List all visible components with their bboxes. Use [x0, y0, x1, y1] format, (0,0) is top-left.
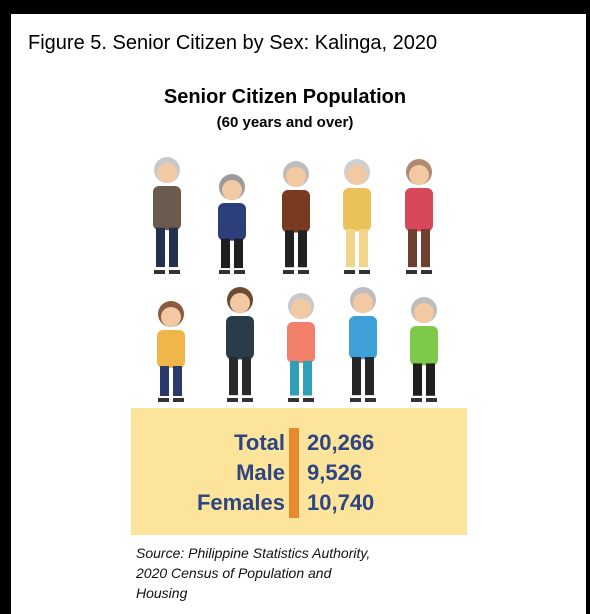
shoe — [411, 398, 422, 402]
leg — [298, 230, 307, 268]
head — [347, 165, 367, 185]
torso — [226, 316, 254, 360]
leg — [352, 357, 361, 396]
shoe — [173, 398, 184, 402]
head — [291, 299, 311, 319]
shoe — [421, 270, 432, 274]
torso — [410, 326, 438, 366]
torso — [343, 188, 371, 232]
shoe — [406, 270, 417, 274]
heading: Senior Citizen Population — [163, 86, 407, 108]
shoe — [426, 398, 437, 402]
divider — [289, 428, 299, 518]
figure-title: Figure 5. Senior Citizen by Sex: Kalinga… — [28, 32, 438, 54]
torso — [287, 322, 315, 364]
stats-box — [131, 408, 467, 535]
shoe — [242, 398, 253, 402]
head — [286, 167, 306, 187]
head — [414, 303, 434, 323]
leg — [156, 227, 165, 268]
shoe — [169, 270, 180, 274]
leg — [221, 238, 230, 269]
torso — [153, 186, 181, 231]
shoe — [154, 270, 165, 274]
torso — [349, 316, 377, 360]
shoe — [359, 270, 370, 274]
torso — [405, 188, 433, 232]
leg — [234, 238, 243, 269]
head — [230, 293, 250, 313]
shoe — [303, 398, 314, 402]
source-line: Source: Philippine Statistics Authority, — [136, 545, 371, 561]
leg — [421, 229, 430, 268]
stat-label: Females — [196, 490, 285, 515]
shoe — [158, 398, 169, 402]
leg — [346, 229, 355, 268]
illustration — [153, 157, 438, 402]
leg — [173, 366, 182, 396]
head — [409, 165, 429, 185]
leg — [359, 229, 368, 268]
shoe — [365, 398, 376, 402]
shoe — [350, 398, 361, 402]
torso — [157, 330, 185, 368]
leg — [169, 227, 178, 268]
leg — [229, 357, 238, 396]
shoe — [283, 270, 294, 274]
stat-value: 10,740 — [307, 490, 375, 515]
head — [161, 307, 181, 327]
stat-value: 9,526 — [307, 460, 363, 485]
shoe — [288, 398, 299, 402]
torso — [218, 203, 246, 241]
head — [157, 163, 177, 183]
leg — [285, 230, 294, 268]
shoe — [344, 270, 355, 274]
shoe — [234, 270, 245, 274]
leg — [160, 366, 169, 396]
leg — [408, 229, 417, 268]
leg — [413, 363, 422, 396]
leg — [303, 360, 312, 396]
head — [353, 293, 373, 313]
stat-value: 20,266 — [307, 430, 375, 455]
leg — [242, 357, 251, 396]
shoe — [298, 270, 309, 274]
head — [222, 180, 242, 200]
leg — [365, 357, 374, 396]
subheading: (60 years and over) — [216, 114, 354, 131]
stat-label: Male — [236, 460, 285, 485]
stat-label: Total — [234, 430, 285, 455]
torso — [282, 190, 310, 233]
source-line: Housing — [136, 585, 188, 601]
shoe — [219, 270, 230, 274]
leg — [290, 360, 299, 396]
shoe — [227, 398, 238, 402]
leg — [426, 363, 435, 396]
source-line: 2020 Census of Population and — [136, 565, 332, 581]
